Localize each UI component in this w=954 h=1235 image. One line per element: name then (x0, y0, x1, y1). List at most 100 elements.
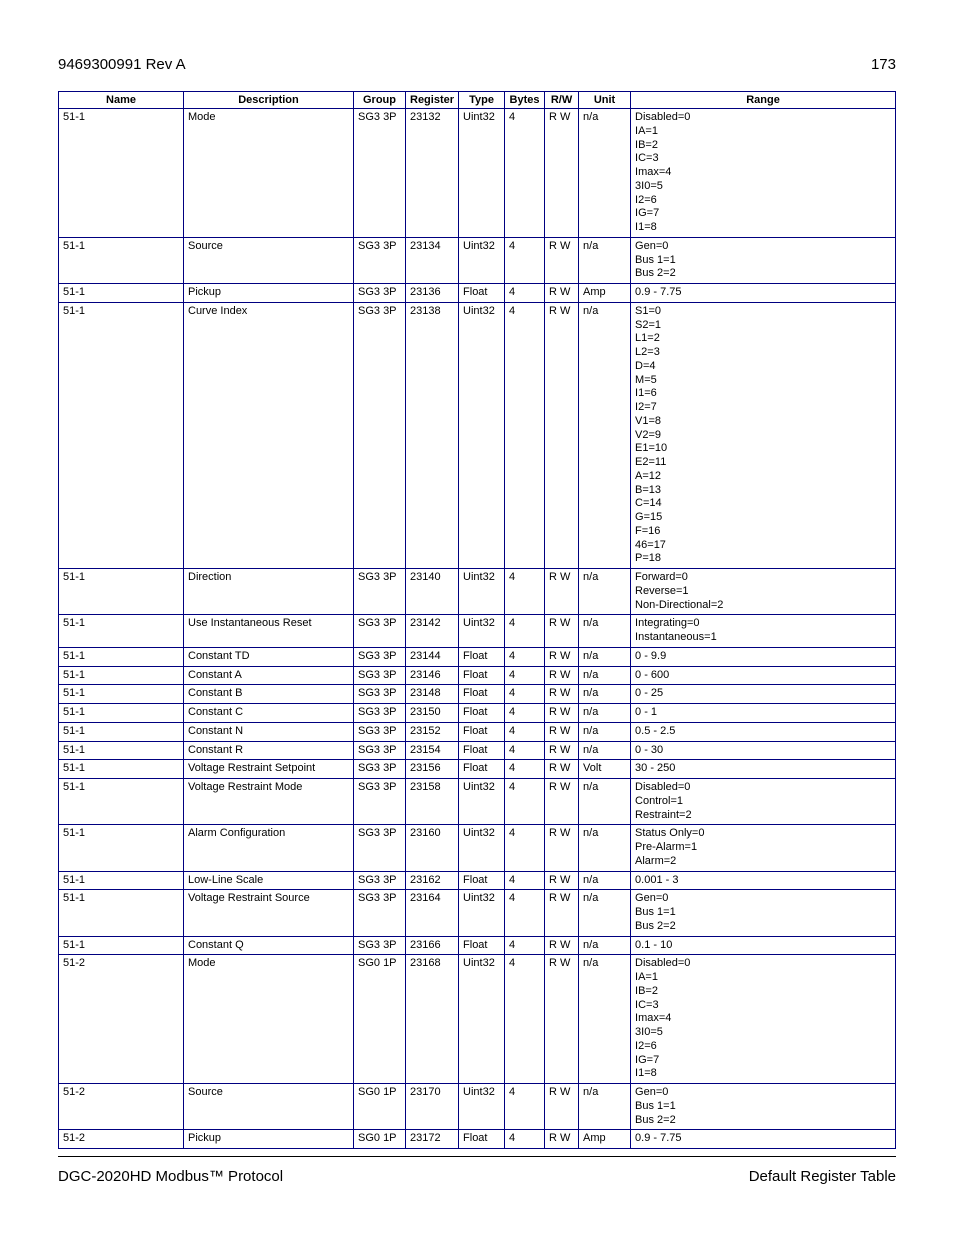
table-row: 51-1SourceSG3 3P23134Uint324R Wn/aGen=0 … (59, 237, 896, 283)
cell-rw: R W (545, 284, 579, 303)
cell-desc: Mode (184, 109, 354, 238)
cell-bytes: 4 (505, 666, 545, 685)
footer-left: DGC-2020HD Modbus™ Protocol (58, 1168, 283, 1185)
cell-group: SG0 1P (354, 1084, 406, 1130)
cell-group: SG3 3P (354, 704, 406, 723)
cell-desc: Constant A (184, 666, 354, 685)
table-row: 51-2SourceSG0 1P23170Uint324R Wn/aGen=0 … (59, 1084, 896, 1130)
cell-unit: n/a (579, 890, 631, 936)
cell-desc: Voltage Restraint Mode (184, 779, 354, 825)
cell-range: 0 - 600 (631, 666, 896, 685)
col-header-description: Description (184, 92, 354, 109)
cell-rw: R W (545, 741, 579, 760)
cell-range: Disabled=0 Control=1 Restraint=2 (631, 779, 896, 825)
cell-desc: Pickup (184, 284, 354, 303)
cell-bytes: 4 (505, 109, 545, 238)
table-row: 51-1Voltage Restraint ModeSG3 3P23158Uin… (59, 779, 896, 825)
cell-group: SG3 3P (354, 666, 406, 685)
cell-unit: n/a (579, 955, 631, 1084)
col-header-group: Group (354, 92, 406, 109)
cell-desc: Low-Line Scale (184, 871, 354, 890)
cell-name: 51-1 (59, 890, 184, 936)
cell-unit: n/a (579, 615, 631, 648)
cell-rw: R W (545, 704, 579, 723)
cell-range: 0.5 - 2.5 (631, 722, 896, 741)
cell-reg: 23138 (406, 302, 459, 568)
cell-name: 51-1 (59, 569, 184, 615)
cell-range: Gen=0 Bus 1=1 Bus 2=2 (631, 1084, 896, 1130)
cell-name: 51-1 (59, 237, 184, 283)
cell-type: Float (459, 685, 505, 704)
cell-reg: 23132 (406, 109, 459, 238)
cell-range: 0.9 - 7.75 (631, 1130, 896, 1149)
cell-range: Integrating=0 Instantaneous=1 (631, 615, 896, 648)
cell-group: SG0 1P (354, 1130, 406, 1149)
cell-group: SG3 3P (354, 760, 406, 779)
cell-reg: 23156 (406, 760, 459, 779)
cell-type: Float (459, 722, 505, 741)
cell-name: 51-1 (59, 666, 184, 685)
footer-right: Default Register Table (749, 1168, 896, 1185)
table-row: 51-1Constant RSG3 3P23154Float4R Wn/a0 -… (59, 741, 896, 760)
cell-bytes: 4 (505, 890, 545, 936)
cell-rw: R W (545, 955, 579, 1084)
cell-bytes: 4 (505, 741, 545, 760)
cell-name: 51-1 (59, 647, 184, 666)
cell-bytes: 4 (505, 237, 545, 283)
cell-bytes: 4 (505, 871, 545, 890)
cell-name: 51-2 (59, 955, 184, 1084)
cell-reg: 23166 (406, 936, 459, 955)
footer-divider (58, 1156, 896, 1157)
cell-desc: Constant TD (184, 647, 354, 666)
cell-rw: R W (545, 237, 579, 283)
cell-unit: n/a (579, 647, 631, 666)
cell-unit: n/a (579, 741, 631, 760)
cell-type: Float (459, 1130, 505, 1149)
cell-bytes: 4 (505, 615, 545, 648)
cell-bytes: 4 (505, 760, 545, 779)
cell-type: Uint32 (459, 569, 505, 615)
cell-unit: n/a (579, 704, 631, 723)
cell-group: SG3 3P (354, 779, 406, 825)
table-row: 51-1Constant NSG3 3P23152Float4R Wn/a0.5… (59, 722, 896, 741)
cell-type: Float (459, 871, 505, 890)
cell-desc: Constant B (184, 685, 354, 704)
table-row: 51-1ModeSG3 3P23132Uint324R Wn/aDisabled… (59, 109, 896, 238)
table-row: 51-1Voltage Restraint SourceSG3 3P23164U… (59, 890, 896, 936)
col-header-unit: Unit (579, 92, 631, 109)
cell-reg: 23148 (406, 685, 459, 704)
cell-reg: 23146 (406, 666, 459, 685)
cell-bytes: 4 (505, 722, 545, 741)
cell-rw: R W (545, 685, 579, 704)
cell-type: Float (459, 284, 505, 303)
cell-type: Float (459, 704, 505, 723)
cell-rw: R W (545, 779, 579, 825)
cell-reg: 23134 (406, 237, 459, 283)
cell-bytes: 4 (505, 704, 545, 723)
cell-unit: n/a (579, 666, 631, 685)
cell-rw: R W (545, 1130, 579, 1149)
cell-type: Float (459, 760, 505, 779)
cell-reg: 23140 (406, 569, 459, 615)
cell-group: SG3 3P (354, 825, 406, 871)
cell-bytes: 4 (505, 647, 545, 666)
cell-type: Float (459, 647, 505, 666)
cell-group: SG3 3P (354, 647, 406, 666)
cell-name: 51-1 (59, 741, 184, 760)
table-row: 51-1Low-Line ScaleSG3 3P23162Float4R Wn/… (59, 871, 896, 890)
cell-reg: 23144 (406, 647, 459, 666)
cell-range: S1=0 S2=1 L1=2 L2=3 D=4 M=5 I1=6 I2=7 V1… (631, 302, 896, 568)
cell-unit: n/a (579, 237, 631, 283)
cell-bytes: 4 (505, 302, 545, 568)
cell-range: 0 - 30 (631, 741, 896, 760)
cell-group: SG3 3P (354, 685, 406, 704)
cell-group: SG3 3P (354, 569, 406, 615)
cell-reg: 23162 (406, 871, 459, 890)
cell-group: SG0 1P (354, 955, 406, 1084)
cell-unit: Amp (579, 1130, 631, 1149)
cell-bytes: 4 (505, 569, 545, 615)
cell-reg: 23142 (406, 615, 459, 648)
cell-range: 0.1 - 10 (631, 936, 896, 955)
cell-bytes: 4 (505, 936, 545, 955)
cell-range: Gen=0 Bus 1=1 Bus 2=2 (631, 237, 896, 283)
